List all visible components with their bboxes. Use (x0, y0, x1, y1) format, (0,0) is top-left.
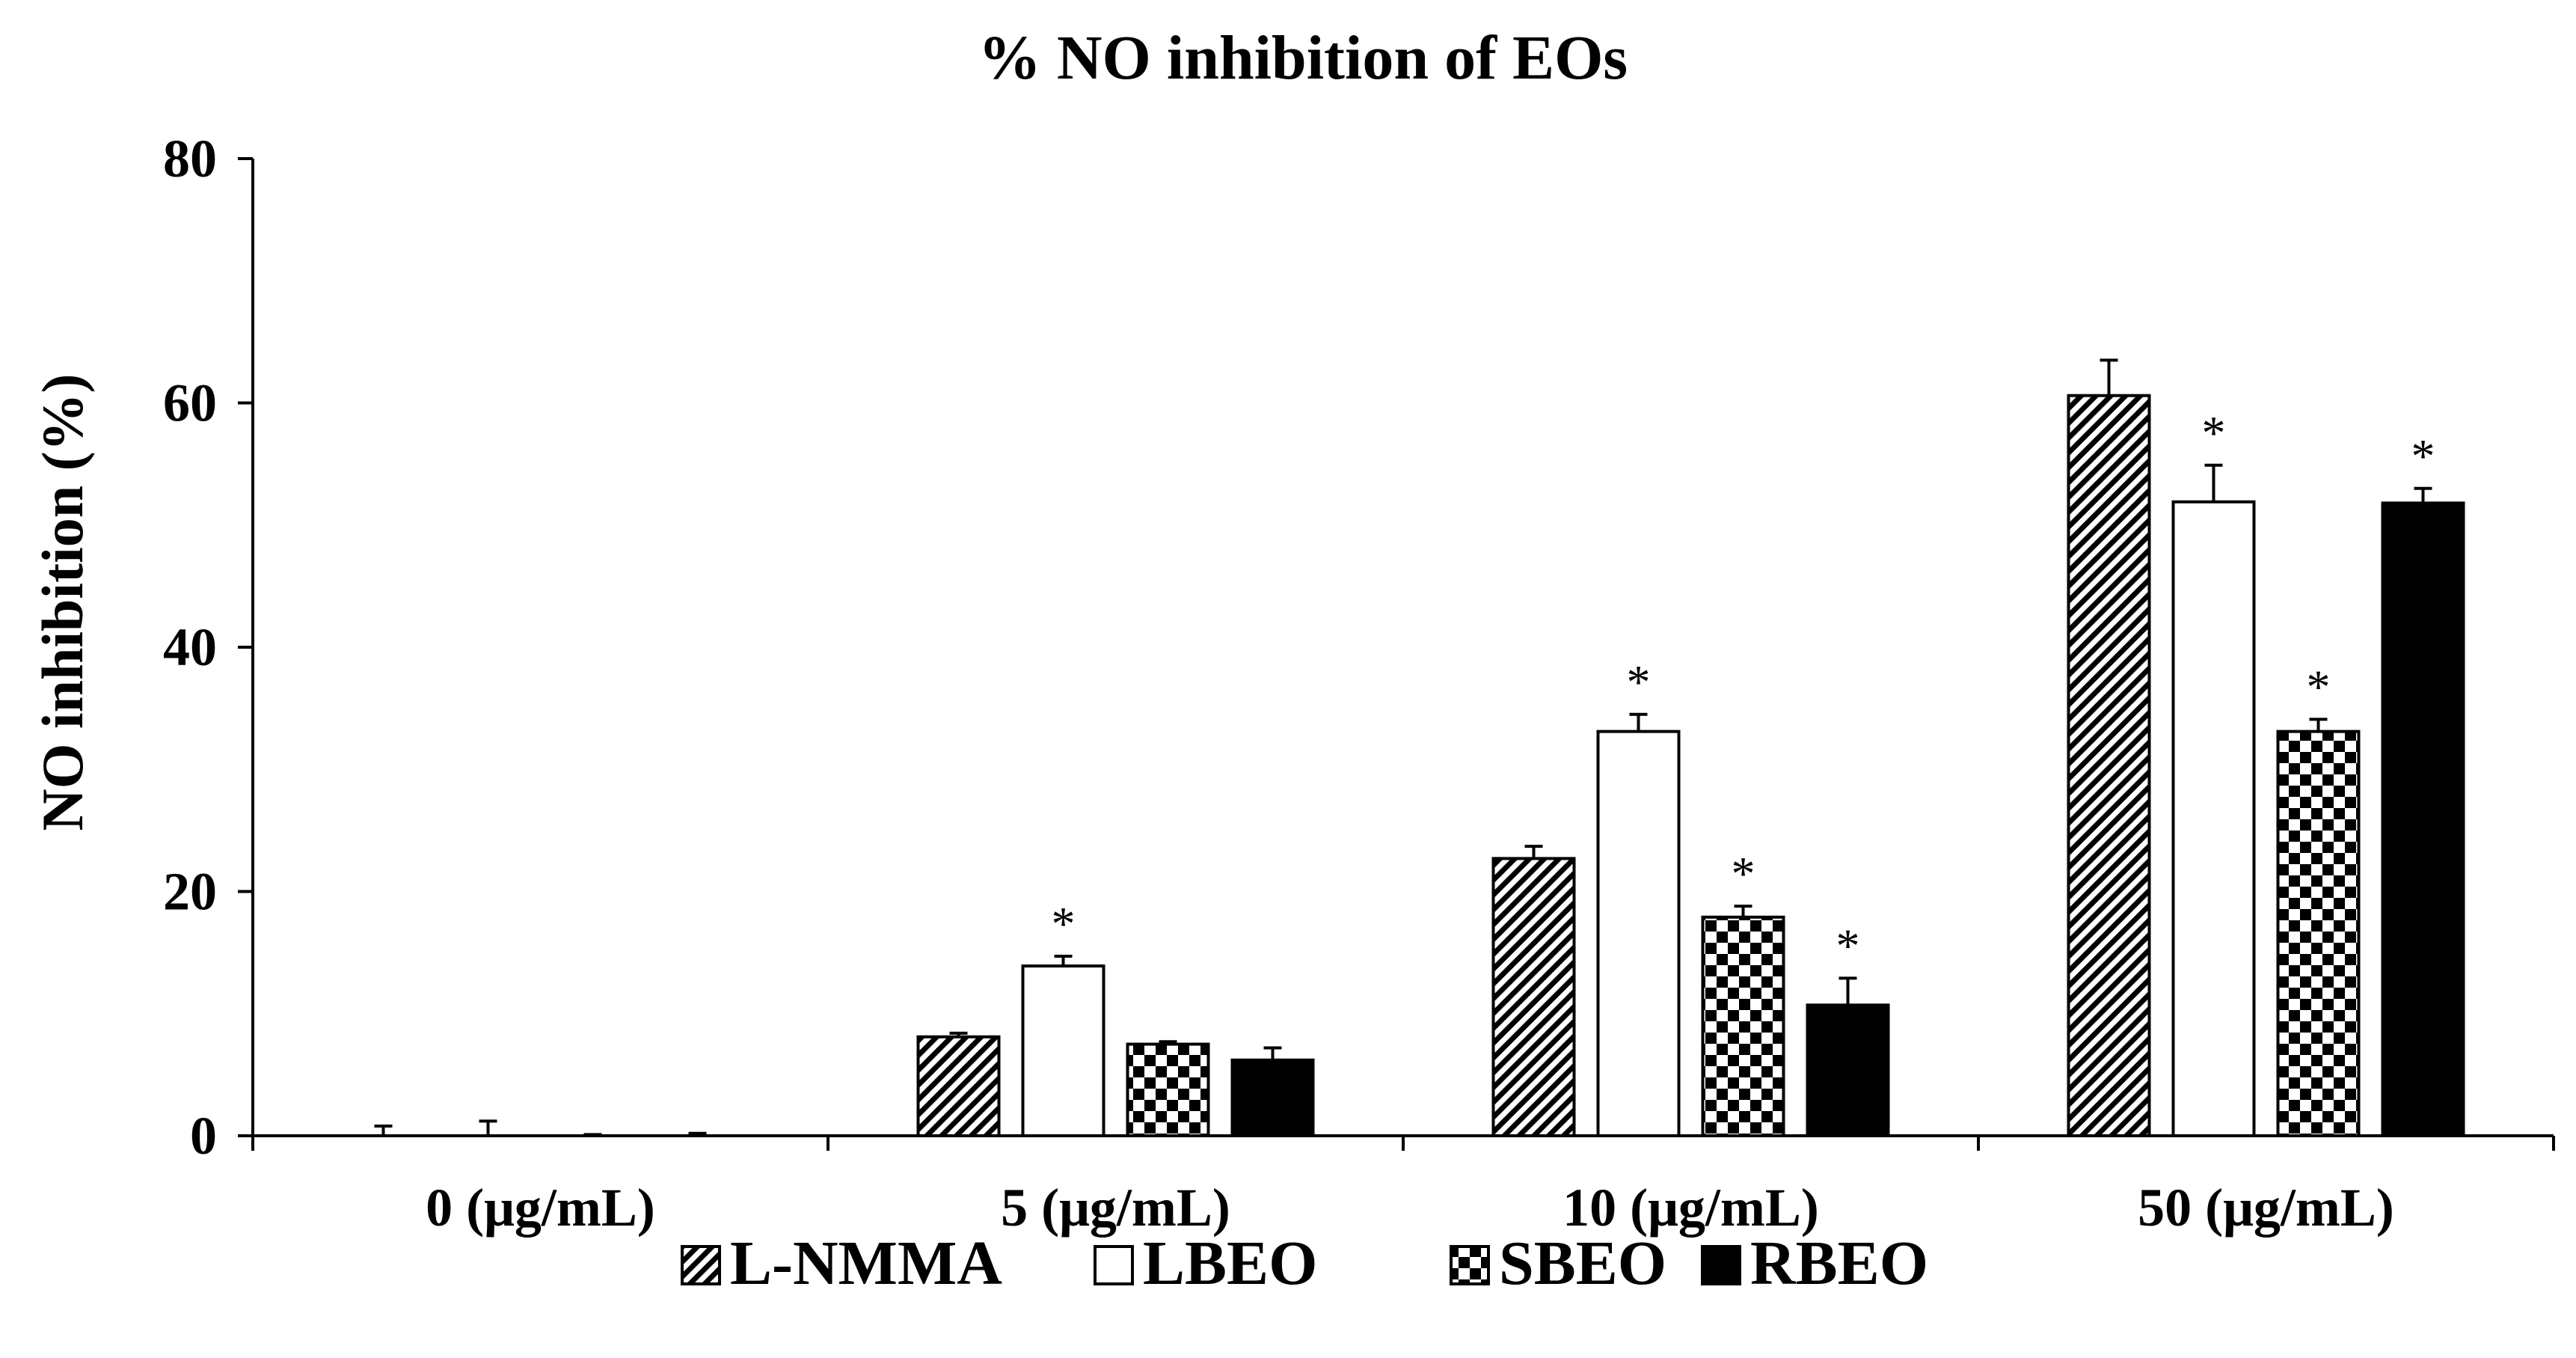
y-tick-label: 20 (163, 862, 217, 922)
significance-marker: * (1627, 655, 1651, 709)
y-tick-label: 0 (190, 1106, 217, 1166)
chart-title: % NO inhibition of EOs (978, 23, 1628, 93)
y-axis-label: NO inhibition (%) (30, 373, 95, 831)
bar-lbeo (1596, 730, 1681, 1137)
bar-lbeo (2171, 500, 2256, 1137)
bar-l-nmma (916, 1035, 1001, 1137)
legend-swatch-l-nmma (681, 1245, 721, 1285)
legend-swatch-sbeo (1450, 1245, 1490, 1285)
legend-label: SBEO (1499, 1229, 1666, 1298)
y-tick-label: 60 (163, 373, 217, 433)
bar-rbeo (1806, 1003, 1890, 1138)
significance-marker: * (1052, 897, 1076, 950)
legend-label: L-NMMA (730, 1229, 1002, 1298)
legend-label: RBEO (1750, 1229, 1928, 1298)
bar-l-nmma (1491, 857, 1576, 1137)
bar-rbeo (2381, 501, 2465, 1137)
axes: 0 20 40 60 80 0 (μg/mL) 5 (μg/mL) 10 (μg/mL) 50 … (163, 129, 2555, 1238)
significance-marker: * (2411, 429, 2435, 483)
legend-swatch-rbeo (1701, 1245, 1741, 1285)
bar-sbeo (1701, 915, 1785, 1137)
legend: L-NMMA LBEO SBEO RBEO (681, 1229, 1928, 1298)
y-tick-label: 40 (163, 617, 217, 677)
significance-marker: * (2202, 406, 2226, 459)
legend-swatch-lbeo (1094, 1245, 1134, 1285)
bars-layer: * * * * * * * (374, 358, 2465, 1138)
x-tick-label: 10 (μg/mL) (1563, 1178, 1819, 1238)
significance-marker: * (1732, 847, 1755, 900)
x-tick-label: 0 (μg/mL) (426, 1178, 655, 1238)
bar-sbeo (2276, 730, 2361, 1137)
significance-marker: * (2307, 660, 2331, 713)
bar-rbeo (1230, 1058, 1315, 1138)
legend-label: LBEO (1143, 1229, 1317, 1298)
bar-lbeo (1021, 964, 1105, 1138)
significance-marker: * (1836, 919, 1860, 972)
x-tick-label: 50 (μg/mL) (2138, 1178, 2394, 1238)
y-tick-label: 80 (163, 129, 217, 189)
bar-sbeo (1126, 1042, 1210, 1137)
bar-l-nmma (2067, 394, 2151, 1137)
x-tick-label: 5 (μg/mL) (1001, 1178, 1230, 1238)
